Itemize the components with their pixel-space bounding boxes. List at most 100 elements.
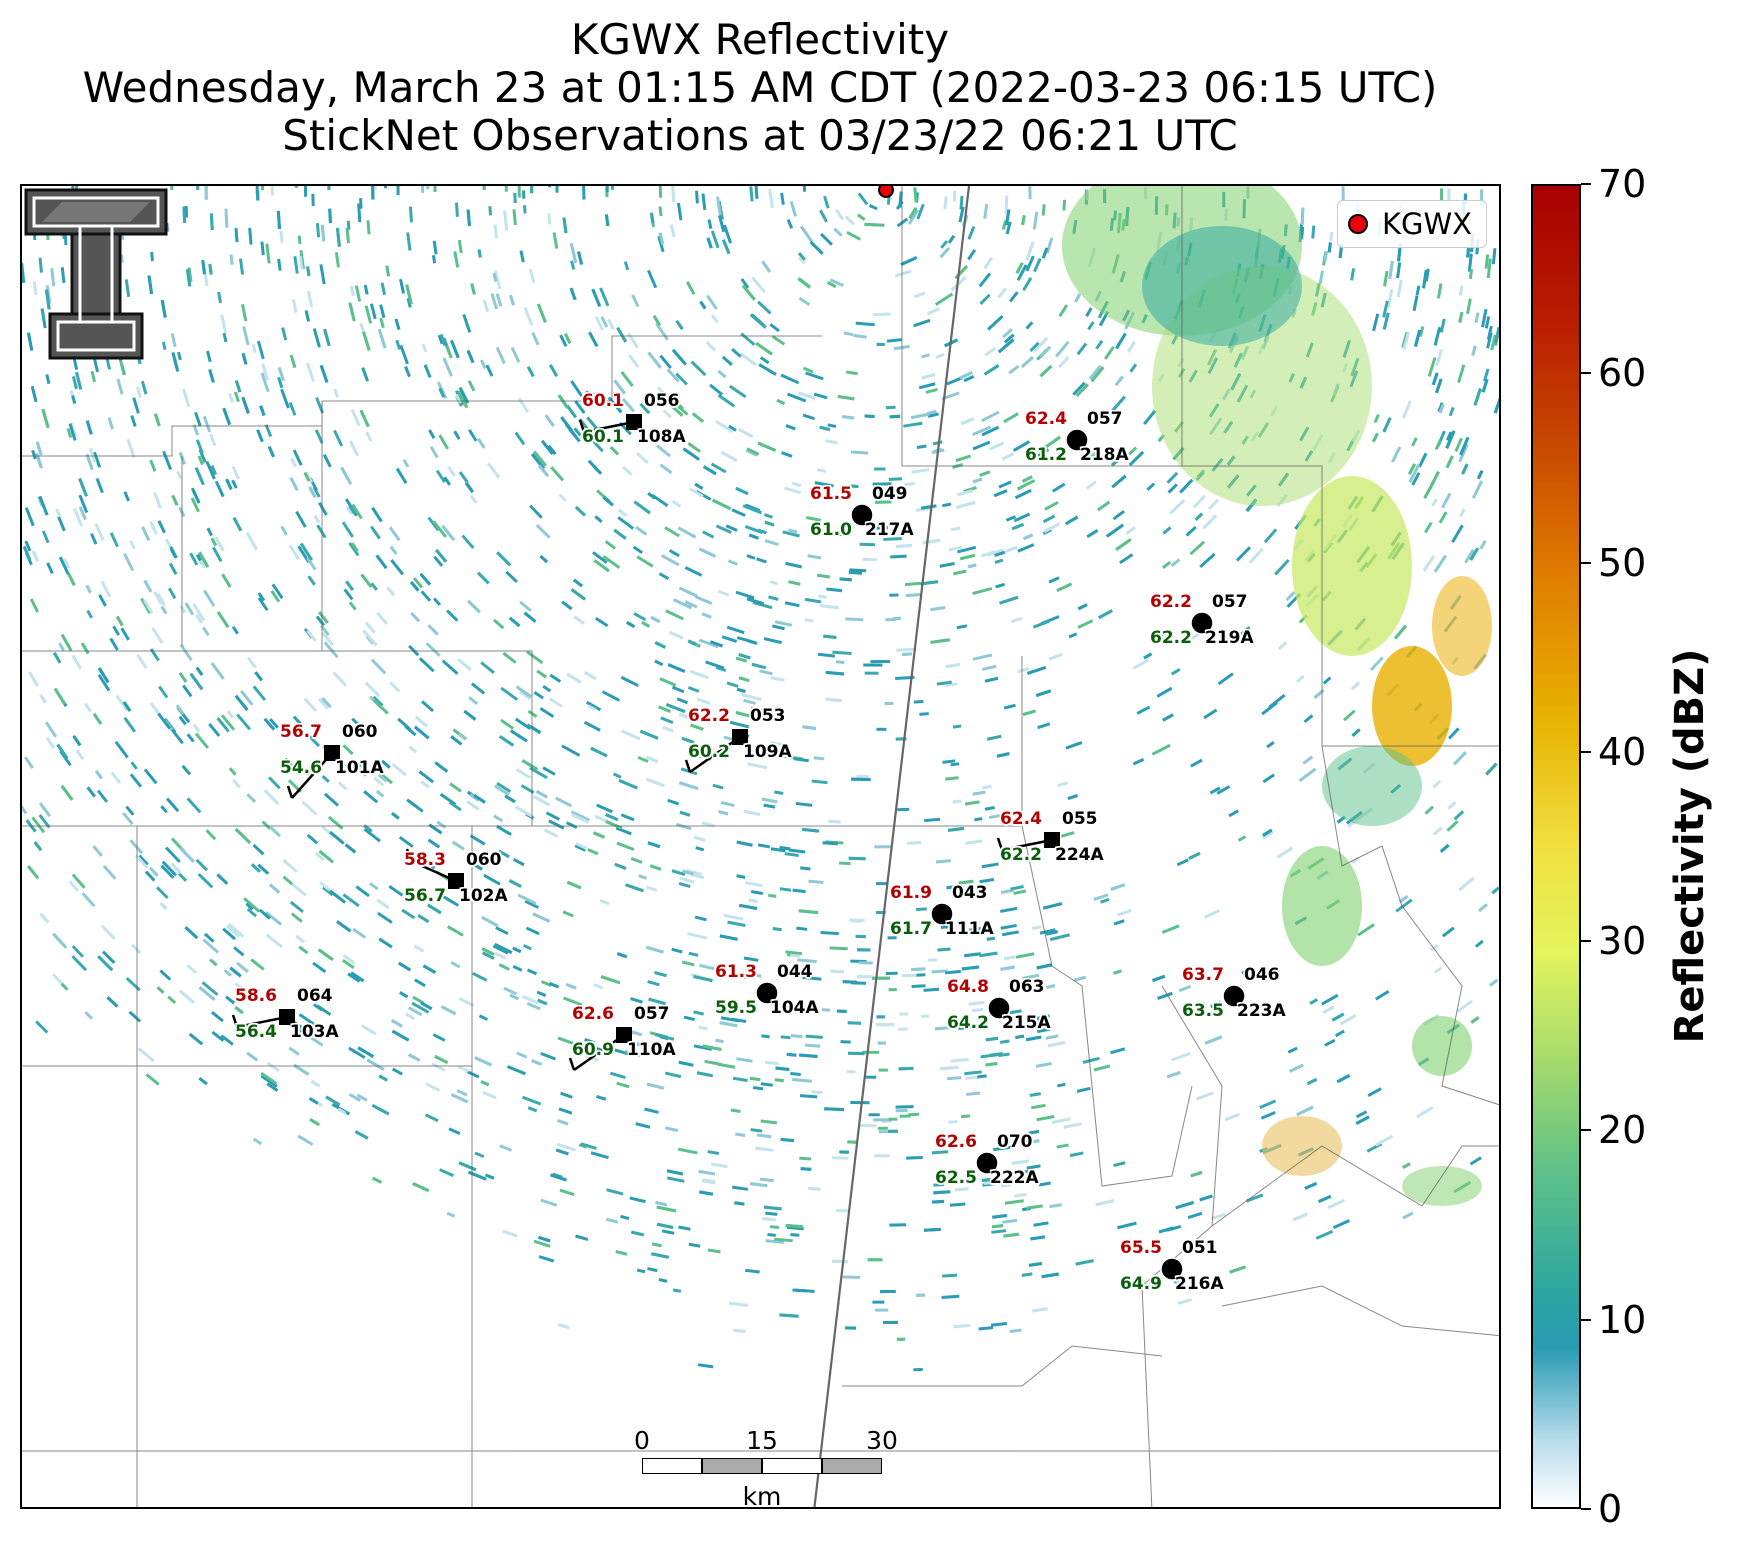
- station-pres: 044: [777, 962, 813, 982]
- colorbar-tick-label: 10: [1598, 1297, 1647, 1342]
- station-pres: 057: [1212, 592, 1248, 612]
- station-dew: 60.9: [572, 1040, 614, 1060]
- station-id: 104A: [770, 998, 819, 1018]
- station-marker-223A[interactable]: [1222, 984, 1246, 1008]
- station-dew: 59.5: [715, 998, 757, 1018]
- station-dew: 54.6: [280, 758, 322, 778]
- station-dew: 64.2: [947, 1013, 989, 1033]
- station-dew: 63.5: [1182, 1001, 1224, 1021]
- station-dew: 64.9: [1120, 1274, 1162, 1294]
- station-pres: 055: [1062, 809, 1098, 829]
- station-id: 216A: [1175, 1274, 1224, 1294]
- colorbar-tick-mark: [1581, 183, 1591, 185]
- station-temp: 56.7: [280, 722, 322, 742]
- station-pres: 060: [466, 850, 502, 870]
- station-marker-224A[interactable]: [1044, 832, 1060, 848]
- station-temp: 62.2: [688, 706, 730, 726]
- station-marker-218A[interactable]: [1065, 428, 1089, 452]
- station-pres: 060: [342, 722, 378, 742]
- station-id: 224A: [1055, 845, 1104, 865]
- station-pres: 043: [952, 883, 988, 903]
- station-temp: 61.9: [890, 883, 932, 903]
- colorbar-tick-label: 40: [1598, 729, 1647, 774]
- station-marker-109A[interactable]: [732, 729, 748, 745]
- colorbar-tick-label: 0: [1598, 1487, 1623, 1531]
- station-pres: 049: [872, 484, 908, 504]
- station-marker-215A[interactable]: [987, 996, 1011, 1020]
- scale-segment-1: [642, 1458, 702, 1474]
- station-id: 108A: [637, 427, 686, 447]
- station-marker-219A[interactable]: [1190, 611, 1214, 635]
- colorbar-tick-label: 30: [1598, 919, 1647, 964]
- chart-subtitle-obs: StickNet Observations at 03/23/22 06:21 …: [282, 111, 1238, 160]
- colorbar-tick-label: 60: [1598, 351, 1647, 396]
- scale-bar: 0 15 30 km: [634, 1426, 898, 1507]
- station-dew: 61.0: [810, 520, 852, 540]
- wind-barb: [573, 1033, 625, 1072]
- scale-segment-4: [822, 1458, 882, 1474]
- colorbar-tick-mark: [1581, 1129, 1591, 1132]
- chart-subtitle-time: Wednesday, March 23 at 01:15 AM CDT (202…: [82, 63, 1438, 112]
- colorbar-tick-mark: [1581, 940, 1591, 943]
- station-marker-216A[interactable]: [1160, 1257, 1184, 1281]
- station-id: 110A: [627, 1040, 676, 1060]
- wind-barb: [1001, 838, 1053, 852]
- wind-barb: [236, 1015, 288, 1029]
- station-marker-102A[interactable]: [448, 873, 464, 889]
- scale-tick-0: 0: [634, 1426, 650, 1455]
- station-temp: 65.5: [1120, 1238, 1162, 1258]
- kgwx-legend-marker-icon: [1347, 214, 1368, 234]
- station-dew: 62.5: [935, 1168, 977, 1188]
- station-dew: 62.2: [1000, 845, 1042, 865]
- county-boundaries: [22, 186, 1499, 1507]
- station-pres: 051: [1182, 1238, 1218, 1258]
- station-temp: 62.4: [1000, 809, 1042, 829]
- station-marker-222A[interactable]: [975, 1151, 999, 1175]
- colorbar-tick-label: 50: [1598, 540, 1647, 585]
- station-id: 102A: [459, 886, 508, 906]
- station-pres: 053: [750, 706, 786, 726]
- station-temp: 62.2: [1150, 592, 1192, 612]
- station-marker-217A[interactable]: [850, 503, 874, 527]
- scale-segment-2: [702, 1458, 762, 1474]
- station-marker-104A[interactable]: [755, 981, 779, 1005]
- chart-title: KGWX Reflectivity: [570, 15, 950, 64]
- legend: KGWX: [1336, 200, 1487, 248]
- scale-tick-15: 15: [746, 1426, 778, 1455]
- station-pres: 046: [1244, 965, 1280, 985]
- station-dew: 56.4: [235, 1022, 277, 1042]
- station-temp: 60.1: [582, 391, 624, 411]
- station-id: 103A: [290, 1022, 339, 1042]
- station-marker-103A[interactable]: [279, 1009, 295, 1025]
- kgwx-radar-site[interactable]: [878, 186, 894, 198]
- scale-unit: km: [742, 1482, 782, 1509]
- station-temp: 62.6: [572, 1004, 614, 1024]
- station-pres: 064: [297, 986, 333, 1006]
- scale-segment-3: [762, 1458, 822, 1474]
- colorbar-tick-mark: [1581, 750, 1591, 753]
- station-markers: [231, 414, 1246, 1281]
- station-dew: 60.2: [688, 742, 730, 762]
- scale-tick-30: 30: [866, 1426, 898, 1455]
- station-temp: 61.3: [715, 962, 757, 982]
- station-marker-101A[interactable]: [324, 745, 340, 761]
- station-dew: 60.1: [582, 427, 624, 447]
- station-marker-108A[interactable]: [626, 414, 642, 430]
- station-id: 101A: [335, 758, 384, 778]
- station-id: 219A: [1205, 628, 1254, 648]
- colorbar-tick-mark: [1581, 372, 1591, 375]
- wind-barb: [583, 420, 635, 434]
- map-overlay: [22, 186, 1499, 1507]
- station-temp: 62.4: [1025, 409, 1067, 429]
- radar-map[interactable]: KGWX 0 15 30 km 60.1 056 60.1 108A 62.4 057 61…: [20, 184, 1501, 1509]
- colorbar-tick-mark: [1581, 561, 1591, 564]
- station-marker-111A[interactable]: [930, 902, 954, 926]
- station-marker-110A[interactable]: [616, 1027, 632, 1043]
- colorbar-tick-mark: [1581, 1508, 1591, 1510]
- station-id: 222A: [990, 1168, 1039, 1188]
- station-dew: 61.7: [890, 919, 932, 939]
- station-dew: 61.2: [1025, 445, 1067, 465]
- colorbar-tick-label: 70: [1598, 162, 1647, 206]
- texas-tech-logo-icon: [24, 188, 168, 360]
- station-pres: 070: [997, 1132, 1033, 1152]
